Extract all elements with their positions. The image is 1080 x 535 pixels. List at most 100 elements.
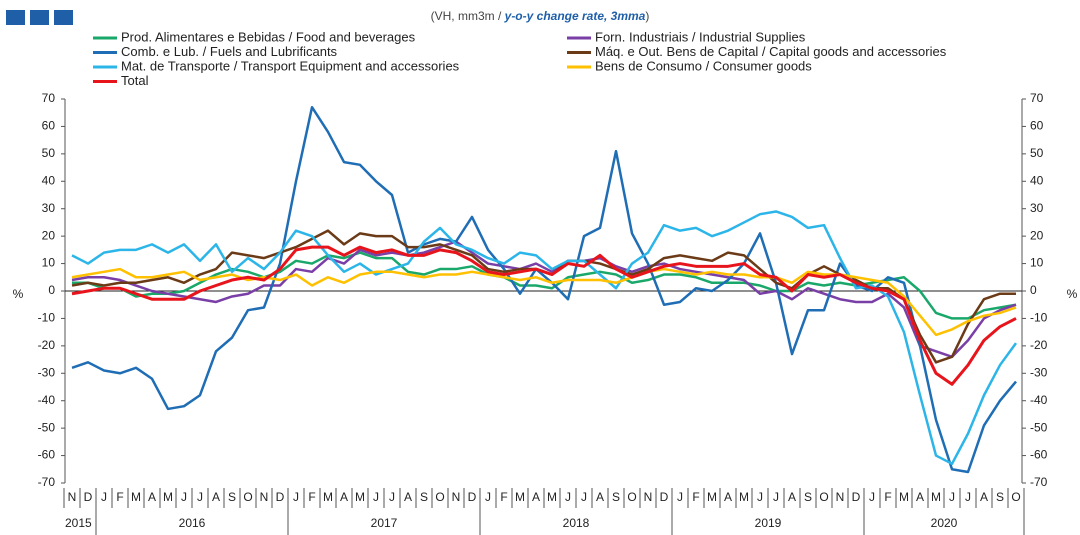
x-tick-label: O — [627, 490, 636, 504]
y-tick-label: 10 — [1030, 256, 1044, 270]
x-tick-label: A — [980, 490, 988, 504]
series-line — [71, 267, 1017, 337]
x-tick-label: J — [757, 490, 763, 504]
x-tick-label: F — [692, 490, 699, 504]
x-tick-label: N — [836, 490, 845, 504]
x-tick-label: M — [931, 490, 941, 504]
x-tick-label: F — [500, 490, 507, 504]
y-tick-label: -50 — [38, 420, 56, 434]
x-tick-label: A — [212, 490, 220, 504]
series-line — [71, 210, 1018, 466]
x-tick-label: N — [260, 490, 269, 504]
x-tick-label: M — [131, 490, 141, 504]
year-label: 2016 — [179, 516, 206, 530]
x-tick-label: M — [899, 490, 909, 504]
y-tick-label: 0 — [1030, 283, 1037, 297]
x-tick-label: S — [804, 490, 812, 504]
x-tick-label: M — [547, 490, 557, 504]
series-line — [71, 245, 1017, 386]
y-tick-label: 50 — [1030, 146, 1044, 160]
x-tick-label: J — [293, 490, 299, 504]
year-label: 2018 — [563, 516, 590, 530]
x-tick-label: J — [949, 490, 955, 504]
x-tick-label: D — [660, 490, 669, 504]
x-tick-label: D — [468, 490, 477, 504]
y-tick-label: 70 — [1030, 91, 1044, 105]
y-tick-label: -30 — [38, 365, 56, 379]
legend-label: Mat. de Transporte / Transport Equipment… — [121, 58, 460, 73]
x-tick-label: J — [581, 490, 587, 504]
y-axis-label: % — [13, 287, 24, 301]
y-tick-label: 30 — [1030, 201, 1044, 215]
year-label: 2015 — [65, 516, 92, 530]
x-tick-label: O — [1011, 490, 1020, 504]
x-tick-label: M — [707, 490, 717, 504]
y-tick-label: 20 — [42, 228, 56, 242]
y-tick-label: -60 — [1030, 448, 1048, 462]
x-tick-label: A — [532, 490, 540, 504]
x-tick-label: A — [724, 490, 732, 504]
y-tick-label: 40 — [1030, 173, 1044, 187]
x-tick-label: J — [101, 490, 107, 504]
x-tick-label: J — [373, 490, 379, 504]
x-tick-label: J — [677, 490, 683, 504]
x-tick-label: A — [404, 490, 412, 504]
subtitle: (VH, mm3m / y-o-y change rate, 3mma) — [431, 9, 650, 23]
series-line — [71, 105, 1017, 474]
year-label: 2019 — [755, 516, 782, 530]
x-tick-label: N — [452, 490, 461, 504]
x-tick-label: A — [340, 490, 348, 504]
subtitle-part: y-o-y change rate, 3mma — [504, 9, 646, 23]
x-tick-label: N — [644, 490, 653, 504]
y-tick-label: -60 — [38, 448, 56, 462]
y-tick-label: 50 — [42, 146, 56, 160]
x-tick-label: J — [773, 490, 779, 504]
y-tick-label: -10 — [38, 311, 56, 325]
legend-label: Bens de Consumo / Consumer goods — [595, 58, 812, 73]
y-tick-label: -40 — [38, 393, 56, 407]
y-tick-label: -20 — [1030, 338, 1048, 352]
x-tick-label: S — [996, 490, 1004, 504]
x-tick-label: D — [84, 490, 93, 504]
y-tick-label: 10 — [42, 256, 56, 270]
x-tick-label: D — [276, 490, 285, 504]
logo-block — [6, 10, 25, 25]
x-tick-label: O — [243, 490, 252, 504]
year-label: 2020 — [931, 516, 958, 530]
y-tick-label: 20 — [1030, 228, 1044, 242]
y-tick-label: 60 — [42, 119, 56, 133]
y-tick-label: 0 — [48, 283, 55, 297]
x-tick-label: M — [739, 490, 749, 504]
x-tick-label: S — [228, 490, 236, 504]
series-line — [71, 240, 1017, 359]
legend-label: Forn. Industriais / Industrial Supplies — [595, 29, 806, 44]
subtitle-part: (VH, mm3m / — [431, 9, 505, 23]
x-tick-label: O — [435, 490, 444, 504]
x-tick-label: F — [884, 490, 891, 504]
x-tick-label: A — [788, 490, 796, 504]
logo-block — [30, 10, 49, 25]
x-tick-label: S — [420, 490, 428, 504]
logo-block — [54, 10, 73, 25]
y-tick-label: 40 — [42, 173, 56, 187]
y-tick-label: -70 — [1030, 475, 1048, 489]
x-tick-label: J — [389, 490, 395, 504]
x-tick-label: A — [148, 490, 156, 504]
y-tick-label: -70 — [38, 475, 56, 489]
y-tick-label: -20 — [38, 338, 56, 352]
y-tick-label: -30 — [1030, 365, 1048, 379]
x-tick-label: D — [852, 490, 861, 504]
x-tick-label: M — [515, 490, 525, 504]
x-tick-label: S — [612, 490, 620, 504]
y-tick-label: 60 — [1030, 119, 1044, 133]
legend-label: Máq. e Out. Bens de Capital / Capital go… — [595, 44, 947, 59]
x-tick-label: M — [323, 490, 333, 504]
x-tick-label: J — [869, 490, 875, 504]
year-label: 2017 — [371, 516, 398, 530]
y-tick-label: -10 — [1030, 311, 1048, 325]
x-tick-label: A — [596, 490, 604, 504]
x-tick-label: J — [565, 490, 571, 504]
y-tick-label: 70 — [42, 91, 56, 105]
x-tick-label: J — [485, 490, 491, 504]
